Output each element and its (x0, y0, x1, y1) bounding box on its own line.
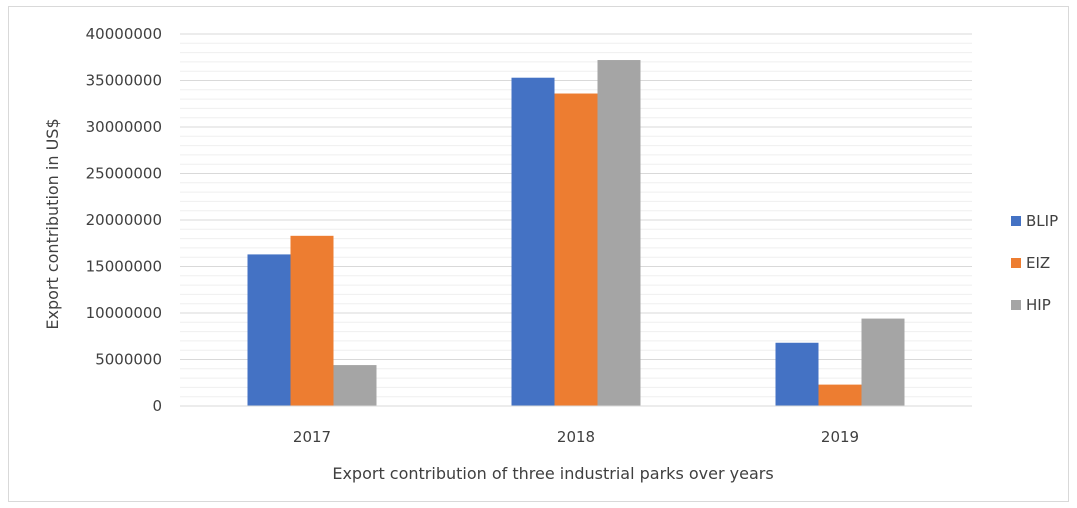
bar-blip-2019 (775, 342, 819, 406)
y-tick-label: 25000000 (86, 165, 162, 183)
bars (247, 60, 905, 407)
x-tick-label: 2019 (821, 428, 859, 446)
bar-hip-2017 (333, 365, 377, 406)
legend-swatch-blip (1011, 216, 1021, 226)
y-tick-label: 5000000 (95, 351, 162, 369)
y-tick-label: 0 (152, 397, 162, 415)
bar-eiz-2019 (818, 384, 862, 406)
x-tick-label: 2018 (557, 428, 595, 446)
bar-eiz-2017 (290, 235, 334, 406)
y-tick-label: 30000000 (86, 118, 162, 136)
y-tick-label: 40000000 (86, 25, 162, 43)
x-axis-ticks: 2017 2018 2019 (293, 428, 859, 446)
x-tick-label: 2017 (293, 428, 331, 446)
bar-eiz-2018 (554, 93, 598, 407)
bar-hip-2018 (597, 60, 641, 406)
chart-frame (8, 6, 1069, 502)
legend: BLIP EIZ HIP (1011, 212, 1058, 314)
y-tick-label: 10000000 (86, 304, 162, 322)
y-axis-title: Export contribution in US$ (43, 118, 62, 329)
bar-blip-2017 (247, 254, 291, 406)
bar-blip-2018 (511, 77, 555, 407)
y-tick-label: 15000000 (86, 258, 162, 276)
bar-hip-2019 (861, 318, 905, 406)
legend-label-eiz: EIZ (1026, 254, 1050, 272)
legend-swatch-eiz (1011, 258, 1021, 268)
y-axis-ticks: 0 5000000 10000000 15000000 20000000 25000000… (86, 25, 162, 415)
legend-label-hip: HIP (1026, 296, 1051, 314)
y-tick-label: 35000000 (86, 72, 162, 90)
legend-label-blip: BLIP (1026, 212, 1058, 230)
x-axis-title: Export contribution of three industrial … (332, 464, 773, 483)
y-tick-label: 20000000 (86, 211, 162, 229)
legend-swatch-hip (1011, 300, 1021, 310)
